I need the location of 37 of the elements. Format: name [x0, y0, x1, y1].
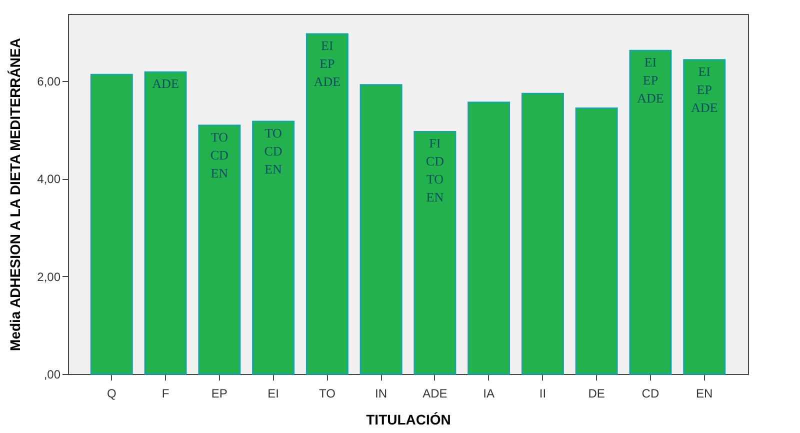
bar	[144, 71, 187, 375]
annotation: TO CD EN	[210, 129, 229, 180]
annotation: EI EP ADE	[690, 64, 718, 115]
bar	[414, 130, 456, 375]
bar	[252, 120, 295, 375]
bar	[198, 124, 241, 375]
annotation: EI EP ADE	[637, 54, 664, 106]
bar	[90, 74, 133, 375]
y-tick-label: 4,00	[37, 172, 61, 186]
x-tick-label: EP	[211, 386, 228, 400]
y-axis-title: Media ADHESION A LA DIETA MEDITERRÁNEA	[7, 38, 24, 351]
x-tick-label: TO	[318, 386, 336, 400]
annotation: EI EP ADE	[314, 38, 341, 90]
x-tick-label: EI	[268, 386, 279, 400]
annotation: ADE	[152, 76, 179, 92]
y-tick-label: ,00	[44, 368, 61, 382]
bar	[521, 92, 564, 375]
x-tick-label: ADE	[422, 386, 448, 400]
x-tick-label: EN	[696, 386, 713, 400]
bar	[629, 50, 672, 375]
y-tick-label: 2,00	[37, 270, 61, 284]
x-axis-title: TITULACIÓN	[366, 412, 451, 428]
bar	[468, 102, 510, 375]
bar	[575, 108, 618, 375]
annotation: TO CD EN	[264, 125, 283, 176]
x-tick-label: Q	[106, 386, 116, 400]
y-tick-label: 6,00	[37, 74, 61, 88]
annotation: FI CD TO EN	[426, 136, 444, 205]
x-tick-label: II	[539, 386, 546, 400]
bar	[306, 33, 348, 375]
bar	[683, 59, 726, 375]
x-tick-label: DE	[588, 386, 605, 400]
x-tick-label: F	[162, 386, 170, 400]
x-tick-label: IA	[483, 386, 494, 400]
bar	[360, 84, 402, 375]
x-tick-label: IN	[375, 386, 388, 400]
x-tick-label: CD	[642, 386, 660, 400]
